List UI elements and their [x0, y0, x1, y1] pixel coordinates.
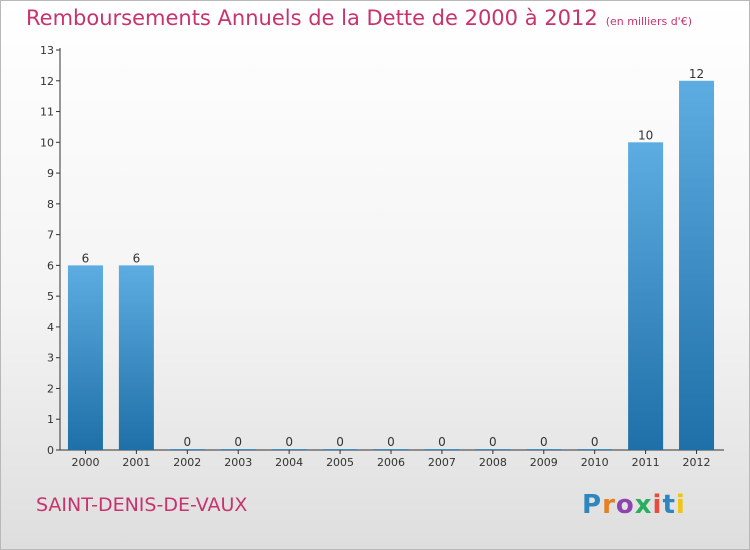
data-label: 0	[489, 435, 497, 449]
y-tick-label: 11	[40, 106, 54, 119]
bars-group	[67, 80, 715, 451]
bar	[169, 449, 205, 450]
logo-letter: P	[582, 490, 603, 520]
y-tick-label: 4	[47, 321, 54, 334]
bar	[220, 449, 256, 450]
chart-units: (en milliers d'€)	[605, 15, 692, 28]
y-tick-label: 6	[47, 259, 54, 272]
data-label: 0	[336, 435, 344, 449]
bar	[373, 449, 409, 450]
bar	[526, 449, 562, 450]
data-label: 0	[387, 435, 395, 449]
commune-name: SAINT-DENIS-DE-VAUX	[36, 494, 248, 516]
y-tick-label: 3	[47, 352, 54, 365]
bar	[628, 142, 664, 451]
data-label: 6	[133, 251, 141, 265]
y-tick-label: 1	[47, 413, 54, 426]
x-tick-label: 2008	[479, 456, 507, 469]
data-label: 0	[438, 435, 446, 449]
data-label: 0	[285, 435, 293, 449]
bar	[475, 449, 511, 450]
bar	[67, 265, 103, 450]
data-label: 0	[591, 435, 599, 449]
bar	[679, 80, 715, 451]
y-tick-label: 0	[47, 444, 54, 457]
x-axis: 2000 2001 2002 2003 2004 2005 2006 2007 2008 2009…	[60, 449, 724, 469]
y-tick-label: 5	[47, 290, 54, 303]
x-tick-label: 2007	[428, 456, 456, 469]
chart-title: Remboursements Annuels de la Dette de 20…	[26, 6, 692, 30]
y-tick-label: 10	[40, 136, 54, 149]
x-tick-label: 2004	[275, 456, 303, 469]
y-tick-label: 2	[47, 382, 54, 395]
x-tick-label: 2001	[122, 456, 150, 469]
y-tick-label: 13	[40, 44, 54, 57]
data-labels-group: 6 6 0 0 0 0 0 0 0 0 0 10 12	[82, 67, 705, 449]
proxiti-logo: Proxiti	[582, 490, 686, 520]
x-tick-label: 2002	[173, 456, 201, 469]
bar	[118, 265, 154, 450]
y-tick-label: 12	[40, 75, 54, 88]
data-label: 0	[234, 435, 242, 449]
logo-letter: x	[634, 490, 653, 520]
bar	[577, 449, 613, 450]
x-tick-label: 2010	[581, 456, 609, 469]
x-tick-label: 2009	[530, 456, 558, 469]
x-tick-label: 2006	[377, 456, 405, 469]
logo-letter: r	[602, 490, 616, 520]
x-tick-label: 2005	[326, 456, 354, 469]
bar	[424, 449, 460, 450]
data-label: 10	[638, 128, 653, 142]
logo-letter: i	[652, 490, 663, 520]
logo-letter: i	[675, 490, 686, 520]
logo-letter: t	[662, 490, 676, 520]
x-tick-label: 2012	[683, 456, 711, 469]
data-label: 6	[82, 251, 90, 265]
data-label: 0	[540, 435, 548, 449]
y-tick-label: 7	[47, 229, 54, 242]
x-tick-label: 2003	[224, 456, 252, 469]
data-label: 0	[183, 435, 191, 449]
x-tick-label: 2000	[71, 456, 99, 469]
bar	[271, 449, 307, 450]
data-label: 12	[689, 67, 704, 81]
bar	[322, 449, 358, 450]
logo-letter: o	[615, 490, 635, 520]
x-tick-label: 2011	[632, 456, 660, 469]
y-tick-label: 9	[47, 167, 54, 180]
y-tick-label: 8	[47, 198, 54, 211]
chart-title-text: Remboursements Annuels de la Dette de 20…	[26, 6, 598, 30]
